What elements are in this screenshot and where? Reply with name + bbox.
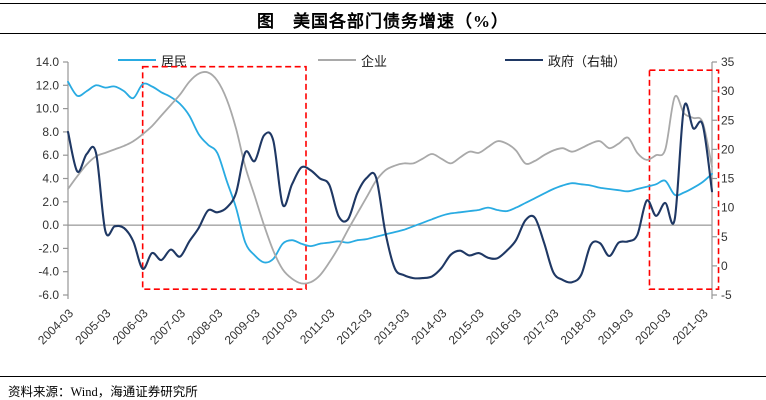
left-axis-tick-label: 4.0 xyxy=(42,172,59,186)
x-axis-tick-label: 2010-03 xyxy=(259,306,300,347)
right-axis-tick-label: -5 xyxy=(721,288,732,302)
legend-swatch-line xyxy=(118,59,156,61)
x-axis-tick-label: 2020-03 xyxy=(632,306,673,347)
chart-title: 图 美国各部门债务增速（%） xyxy=(257,12,509,31)
x-axis-tick-label: 2015-03 xyxy=(446,306,487,347)
left-axis-tick-label: -6.0 xyxy=(38,288,59,302)
left-axis-tick-label: 6.0 xyxy=(42,148,59,162)
title-divider-rule xyxy=(0,33,766,34)
legend-item-1: 企业 xyxy=(318,52,388,69)
left-axis-tick-label: 0.0 xyxy=(42,218,59,232)
x-axis-tick-label: 2018-03 xyxy=(558,306,599,347)
right-axis-tick-label: 10 xyxy=(721,201,735,215)
right-axis-tick-label: 15 xyxy=(721,172,735,186)
left-axis-tick-label: -2.0 xyxy=(38,241,59,255)
legend-label: 企业 xyxy=(361,53,388,69)
x-axis-tick-label: 2004-03 xyxy=(35,306,76,347)
footer-divider-rule xyxy=(0,376,766,377)
legend-item-2: 政府（右轴） xyxy=(505,52,627,69)
x-axis-tick-label: 2006-03 xyxy=(110,306,151,347)
legend-label: 政府（右轴） xyxy=(548,53,627,69)
x-axis-tick-label: 2005-03 xyxy=(72,306,113,347)
chart-legend: 居民 企业 政府（右轴） xyxy=(0,52,766,69)
left-axis-tick-label: 14.0 xyxy=(36,55,60,69)
legend-swatch-line xyxy=(505,59,543,61)
left-axis-tick-label: 10.0 xyxy=(36,102,60,116)
right-axis-tick-label: 25 xyxy=(721,113,735,127)
x-axis-tick-label: 2009-03 xyxy=(222,306,263,347)
legend-label: 居民 xyxy=(161,53,188,69)
source-note: 资料来源：Wind，海通证券研究所 xyxy=(8,385,198,399)
right-axis-tick-label: 35 xyxy=(721,55,735,69)
x-axis-tick-label: 2021-03 xyxy=(670,306,711,347)
top-border-rule xyxy=(0,3,766,4)
left-axis-tick-label: 8.0 xyxy=(42,125,59,139)
series-line-0 xyxy=(67,80,713,264)
x-axis-tick-label: 2016-03 xyxy=(483,306,524,347)
x-axis-tick-label: 2008-03 xyxy=(184,306,225,347)
x-axis-tick-label: 2019-03 xyxy=(595,306,636,347)
x-axis-tick-label: 2007-03 xyxy=(147,306,188,347)
left-axis-tick-label: 12.0 xyxy=(36,78,60,92)
right-axis-tick-label: 0 xyxy=(721,259,728,273)
right-axis-tick-label: 30 xyxy=(721,84,735,98)
right-axis-tick-label: 5 xyxy=(721,230,728,244)
right-axis-tick-label: 20 xyxy=(721,142,735,156)
left-axis-tick-label: -4.0 xyxy=(38,265,59,279)
series-line-2 xyxy=(66,102,714,284)
x-axis-tick-label: 2013-03 xyxy=(371,306,412,347)
highlight-box xyxy=(141,65,307,290)
x-axis-tick-label: 2014-03 xyxy=(408,306,449,347)
legend-item-0: 居民 xyxy=(118,52,188,69)
series-line-1 xyxy=(67,71,713,285)
legend-swatch-line xyxy=(318,59,356,61)
x-axis-tick-label: 2012-03 xyxy=(334,306,375,347)
left-axis-tick-label: 2.0 xyxy=(42,195,59,209)
highlight-box xyxy=(648,69,720,290)
x-axis-tick-label: 2011-03 xyxy=(297,306,338,347)
x-axis-tick-label: 2017-03 xyxy=(520,306,561,347)
